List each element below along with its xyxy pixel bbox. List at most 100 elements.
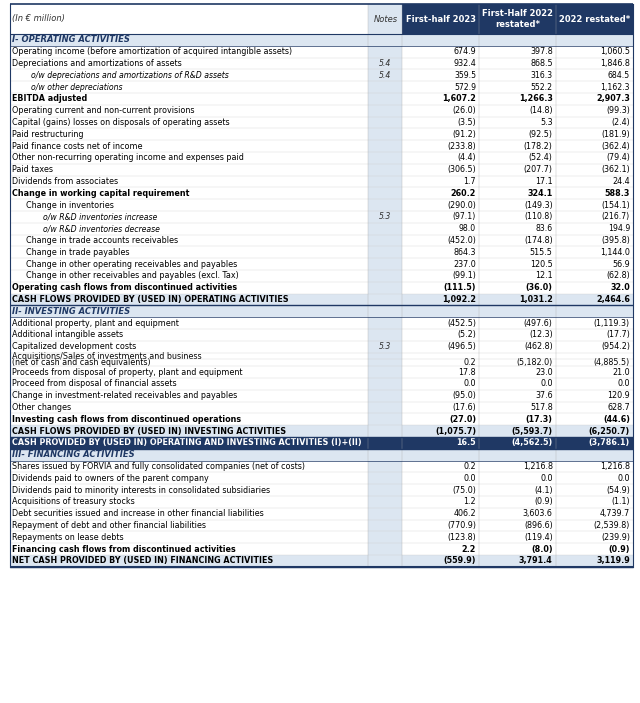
Bar — [368, 437, 403, 449]
Bar — [10, 531, 368, 543]
Bar — [403, 449, 633, 460]
Text: 3,119.9: 3,119.9 — [596, 557, 630, 565]
Bar — [403, 390, 633, 401]
Bar — [10, 211, 368, 223]
Bar — [368, 93, 403, 105]
Text: (559.9): (559.9) — [444, 557, 476, 565]
Bar — [403, 164, 633, 176]
Bar — [403, 58, 633, 70]
Bar — [10, 246, 368, 258]
Text: 12.1: 12.1 — [535, 271, 553, 280]
Text: (75.0): (75.0) — [452, 486, 476, 495]
Bar — [368, 449, 403, 460]
Bar — [368, 188, 403, 199]
Bar — [10, 105, 368, 117]
Text: 1,092.2: 1,092.2 — [442, 295, 476, 304]
Text: (2.4): (2.4) — [611, 118, 630, 127]
Text: 1.2: 1.2 — [463, 498, 476, 506]
Text: Dividends paid to owners of the parent company: Dividends paid to owners of the parent c… — [13, 474, 209, 483]
Bar — [10, 129, 368, 140]
Text: 515.5: 515.5 — [530, 247, 553, 257]
Bar — [403, 413, 633, 425]
Bar — [10, 413, 368, 425]
Bar — [368, 164, 403, 176]
Bar — [10, 359, 368, 366]
Text: 572.9: 572.9 — [454, 82, 476, 91]
Text: o/w R&D inventories decrease: o/w R&D inventories decrease — [38, 224, 161, 233]
Text: (119.4): (119.4) — [524, 533, 553, 542]
Bar — [368, 140, 403, 152]
Text: (44.6): (44.6) — [603, 415, 630, 424]
Text: (5.2): (5.2) — [457, 330, 476, 340]
Bar — [10, 484, 368, 496]
Bar — [403, 329, 633, 341]
Text: Capitalized development costs: Capitalized development costs — [13, 342, 137, 352]
Bar — [403, 46, 633, 58]
Bar — [368, 472, 403, 484]
Text: Notes: Notes — [373, 15, 397, 23]
Text: (5,593.7): (5,593.7) — [511, 427, 553, 436]
Bar — [403, 472, 633, 484]
Text: II- INVESTING ACTIVITIES: II- INVESTING ACTIVITIES — [13, 307, 131, 316]
Bar — [368, 484, 403, 496]
Text: Dividends from associates: Dividends from associates — [13, 177, 118, 186]
Text: Operating current and non-current provisions: Operating current and non-current provis… — [13, 106, 195, 115]
Bar — [368, 317, 403, 329]
Text: Other changes: Other changes — [13, 403, 72, 412]
Bar — [10, 93, 368, 105]
Text: 1,266.3: 1,266.3 — [519, 94, 553, 103]
Text: 83.6: 83.6 — [536, 224, 553, 233]
Text: 0.0: 0.0 — [618, 474, 630, 483]
Text: 517.8: 517.8 — [530, 403, 553, 412]
Text: (99.1): (99.1) — [452, 271, 476, 280]
Bar — [403, 199, 633, 211]
Text: Additional intangible assets: Additional intangible assets — [13, 330, 124, 340]
Bar — [368, 520, 403, 531]
Bar — [403, 176, 633, 188]
Bar — [10, 520, 368, 531]
Text: 32.0: 32.0 — [611, 283, 630, 292]
Text: 0.0: 0.0 — [540, 380, 553, 389]
Text: 0.2: 0.2 — [463, 462, 476, 471]
Bar — [368, 46, 403, 58]
Bar — [10, 270, 368, 282]
Text: (452.0): (452.0) — [447, 236, 476, 245]
Bar — [403, 282, 633, 294]
Text: NET CASH PROVIDED BY (USED IN) FINANCING ACTIVITIES: NET CASH PROVIDED BY (USED IN) FINANCING… — [13, 557, 274, 565]
Text: (462.8): (462.8) — [524, 342, 553, 352]
Bar — [368, 543, 403, 555]
Text: (3,786.1): (3,786.1) — [589, 439, 630, 448]
Text: 56.9: 56.9 — [612, 259, 630, 269]
Text: (306.5): (306.5) — [447, 165, 476, 174]
Text: Change in trade accounts receivables: Change in trade accounts receivables — [26, 236, 178, 245]
Text: Paid finance costs net of income: Paid finance costs net of income — [13, 141, 143, 150]
Bar — [403, 484, 633, 496]
Text: (497.6): (497.6) — [524, 318, 553, 328]
Bar — [403, 496, 633, 508]
Bar — [403, 211, 633, 223]
Text: (17.6): (17.6) — [452, 403, 476, 412]
Text: Capital (gains) losses on disposals of operating assets: Capital (gains) losses on disposals of o… — [13, 118, 230, 127]
Bar — [368, 353, 403, 359]
Bar — [368, 305, 403, 317]
Text: (17.7): (17.7) — [606, 330, 630, 340]
Bar — [403, 129, 633, 140]
Text: 5.4: 5.4 — [380, 71, 392, 80]
Text: (174.8): (174.8) — [524, 236, 553, 245]
Bar — [368, 359, 403, 366]
Text: 98.0: 98.0 — [459, 224, 476, 233]
Bar — [403, 152, 633, 164]
Bar — [10, 152, 368, 164]
Bar — [403, 378, 633, 390]
Text: 588.3: 588.3 — [605, 189, 630, 198]
Bar — [10, 70, 368, 82]
Text: (52.4): (52.4) — [529, 153, 553, 162]
Bar — [10, 188, 368, 199]
Text: 260.2: 260.2 — [451, 189, 476, 198]
Bar — [403, 508, 633, 520]
Text: 0.0: 0.0 — [618, 380, 630, 389]
Bar — [368, 413, 403, 425]
Bar — [10, 140, 368, 152]
Bar — [368, 425, 403, 437]
Text: (233.8): (233.8) — [447, 141, 476, 150]
